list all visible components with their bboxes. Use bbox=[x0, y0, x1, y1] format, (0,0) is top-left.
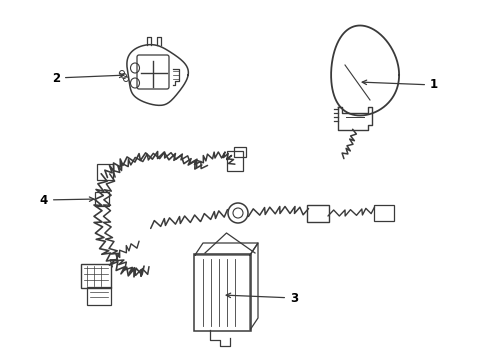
Text: 2: 2 bbox=[52, 72, 123, 85]
Text: 4: 4 bbox=[40, 194, 94, 207]
Text: 1: 1 bbox=[362, 78, 437, 91]
Text: 3: 3 bbox=[226, 292, 298, 305]
